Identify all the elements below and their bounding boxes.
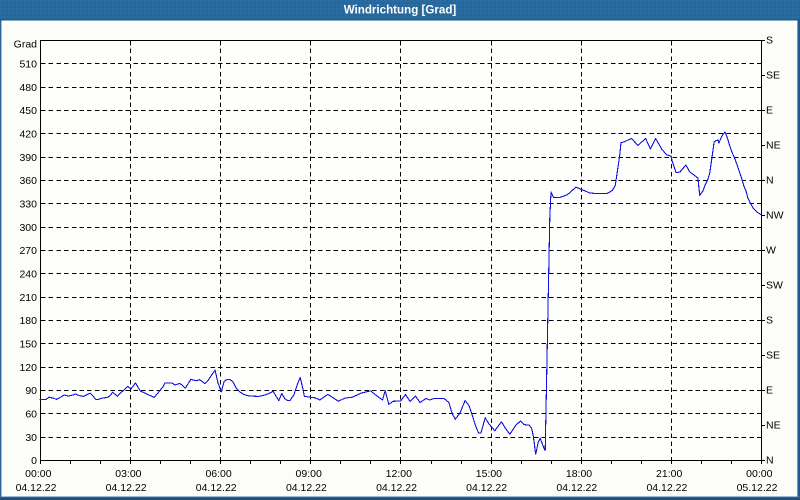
svg-text:330: 330 [19,199,37,211]
svg-text:60: 60 [25,409,37,421]
svg-text:510: 510 [19,59,37,71]
svg-text:NE: NE [766,140,781,152]
svg-text:18:00: 18:00 [566,468,592,480]
svg-text:210: 210 [19,292,37,304]
svg-text:04.12.22: 04.12.22 [466,482,507,494]
svg-text:09:00: 09:00 [296,468,322,480]
svg-text:Windrichtung [Grad]: Windrichtung [Grad] [344,3,457,16]
svg-text:SW: SW [766,280,783,292]
svg-text:04.12.22: 04.12.22 [196,482,237,494]
svg-text:05.12.22: 05.12.22 [737,482,778,494]
svg-text:NW: NW [766,210,784,222]
svg-text:12:00: 12:00 [386,468,412,480]
svg-text:420: 420 [19,129,37,141]
svg-text:390: 390 [19,152,37,164]
svg-text:NE: NE [766,420,781,432]
svg-text:90: 90 [25,385,37,397]
svg-text:30: 30 [25,432,37,444]
svg-text:S: S [766,35,773,47]
svg-text:15:00: 15:00 [476,468,502,480]
svg-text:N: N [766,455,774,467]
svg-text:04.12.22: 04.12.22 [646,482,687,494]
svg-text:0: 0 [31,455,37,467]
svg-text:04.12.22: 04.12.22 [556,482,597,494]
svg-text:480: 480 [19,82,37,94]
svg-text:E: E [766,385,773,397]
svg-text:W: W [766,245,776,257]
svg-text:04.12.22: 04.12.22 [106,482,147,494]
svg-text:450: 450 [19,105,37,117]
svg-text:E: E [766,105,773,117]
svg-text:00:00: 00:00 [25,468,51,480]
svg-text:21:00: 21:00 [656,468,682,480]
svg-text:00:00: 00:00 [746,468,772,480]
svg-text:300: 300 [19,222,37,234]
svg-text:150: 150 [19,339,37,351]
svg-text:03:00: 03:00 [115,468,141,480]
svg-text:N: N [766,175,774,187]
svg-text:S: S [766,315,773,327]
svg-text:180: 180 [19,315,37,327]
svg-text:04.12.22: 04.12.22 [16,482,57,494]
svg-text:SE: SE [766,350,780,362]
svg-text:120: 120 [19,362,37,374]
svg-text:360: 360 [19,175,37,187]
svg-text:06:00: 06:00 [205,468,231,480]
svg-text:04.12.22: 04.12.22 [376,482,417,494]
svg-text:240: 240 [19,269,37,281]
svg-text:270: 270 [19,245,37,257]
svg-text:04.12.22: 04.12.22 [286,482,327,494]
svg-text:SE: SE [766,70,780,82]
svg-text:Grad: Grad [14,39,38,51]
